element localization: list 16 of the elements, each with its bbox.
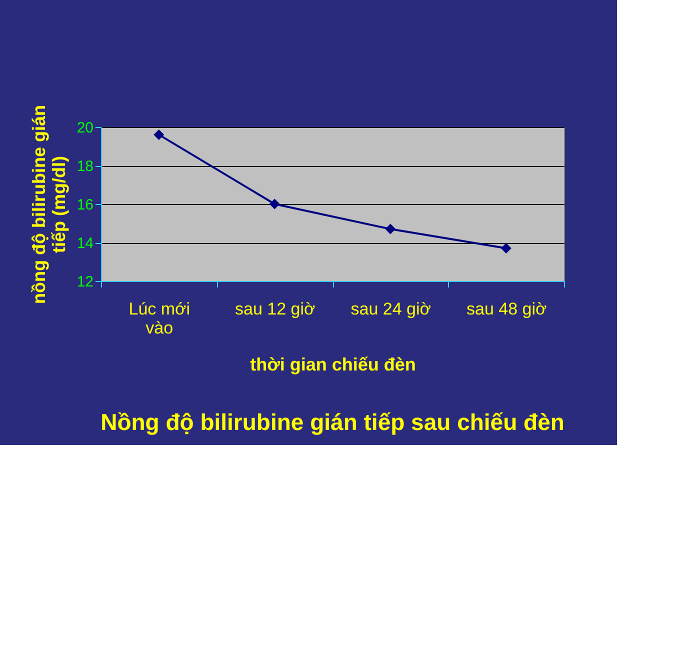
point [269, 198, 280, 210]
y-axis-title: nồng độ bilirubine gián tiếp (mg/dl) [28, 105, 69, 304]
x-tick-label: sau 12 giờ [235, 300, 316, 318]
point [154, 129, 164, 140]
x-tick-label: sau 48 giờ [466, 300, 547, 318]
y-tick-label: 20 [76, 120, 94, 136]
y-tick-label: 12 [76, 274, 94, 290]
text: Nồng độ bilirubine gián tiếp sau chiếu đèn [100, 409, 564, 435]
y-tick-label: 14 [76, 235, 94, 252]
x-tick-label: sau 24 giờ [350, 300, 431, 318]
point [385, 224, 396, 234]
y-tick-label: 16 [76, 196, 94, 214]
point [500, 243, 512, 254]
x-tick-label: Lúc mới vào [128, 300, 190, 338]
x-axis-title: thời gian chiếu đèn [250, 354, 416, 374]
y-tick-label: 18 [76, 158, 94, 175]
